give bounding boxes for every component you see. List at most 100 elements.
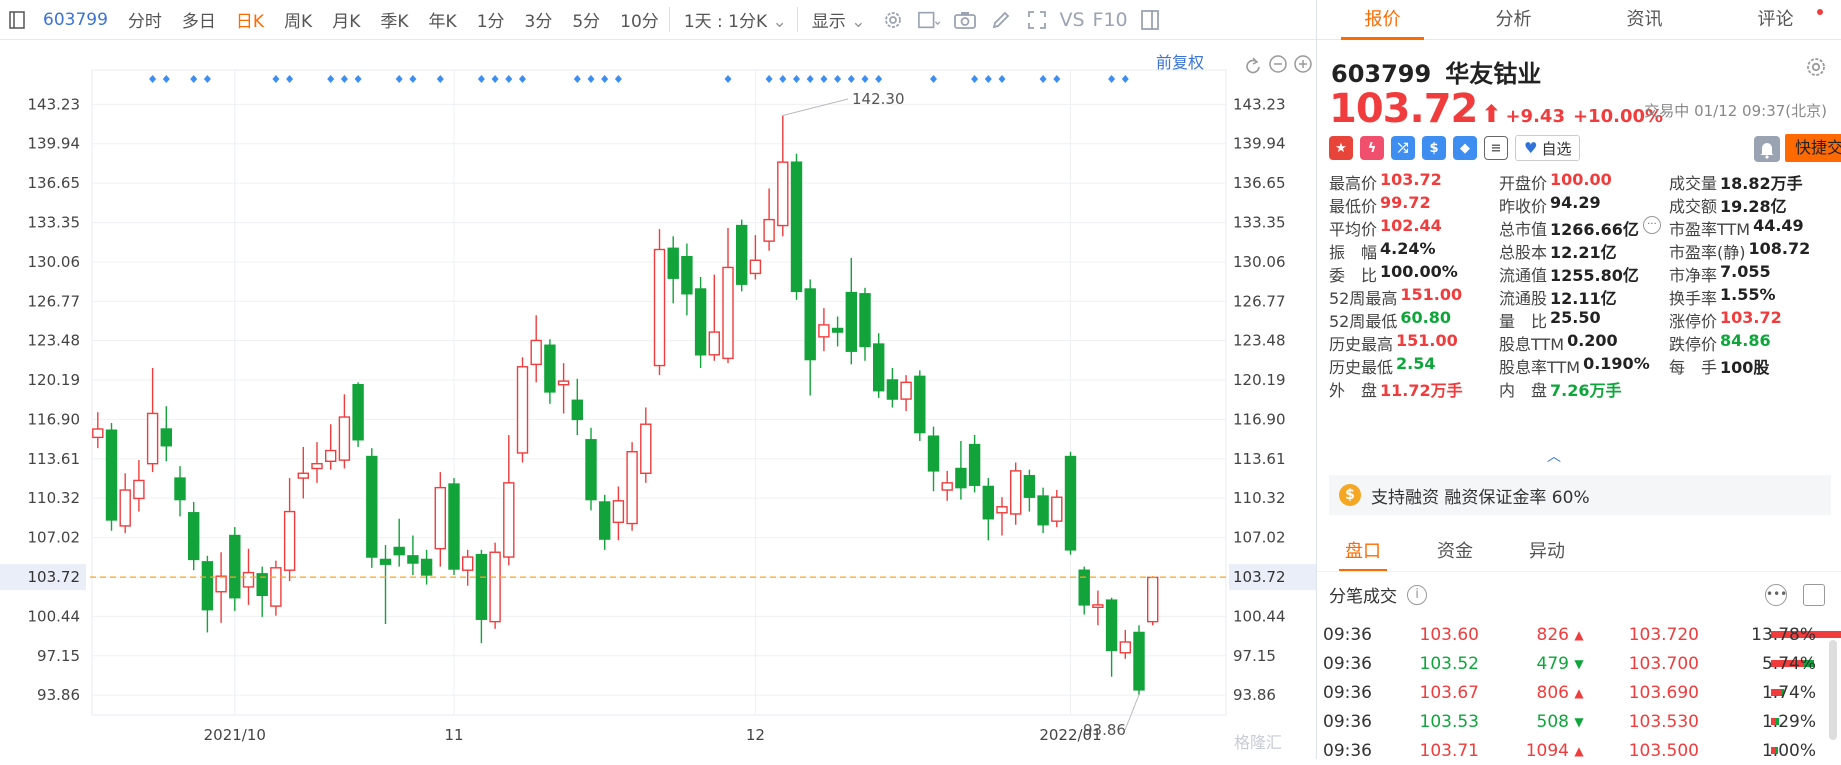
candle-body[interactable] [982,485,994,520]
candle-body[interactable] [845,291,857,352]
candle-body[interactable] [187,512,200,561]
candle-body[interactable] [804,288,816,361]
orderbook-tab[interactable]: 资金 [1437,541,1473,562]
candle-body[interactable] [681,255,693,295]
candle-body[interactable] [736,224,748,285]
candle-body[interactable] [475,553,488,620]
fullscreen-icon[interactable] [1026,9,1048,31]
candle-body[interactable] [270,567,282,607]
bookmark-icon[interactable]: ≡ [1484,136,1508,160]
candle-body[interactable] [790,161,803,293]
f10-button[interactable]: F10 [1092,8,1128,31]
candle-body[interactable] [92,428,104,439]
candle-body[interactable] [1105,599,1118,652]
candle-body[interactable] [215,575,227,593]
shuffle-icon[interactable]: ⤮ [1391,136,1415,160]
period-tab[interactable]: 年K [428,12,457,32]
info-icon[interactable]: i [1407,584,1427,605]
camera-icon[interactable] [954,9,977,31]
period-tab[interactable]: 日K [235,12,265,32]
interval-select[interactable]: 1天 : 1分K ⌄ [668,7,797,32]
candle-body[interactable] [941,482,953,491]
dollar-icon[interactable]: $ [1422,136,1446,160]
candle-body[interactable] [434,486,446,550]
popout-window-icon[interactable] [1803,584,1825,606]
candle-body[interactable] [352,384,364,441]
candle-body[interactable] [818,324,830,338]
more-options-icon[interactable]: ••• [1765,584,1787,606]
candle-body[interactable] [599,501,611,540]
candle-body[interactable] [393,546,405,556]
candle-body[interactable] [448,483,460,570]
candle-body[interactable] [722,266,734,360]
candle-body[interactable] [626,451,638,525]
tick-list-scrollbar[interactable] [1829,640,1837,740]
candle-body[interactable] [544,344,556,393]
candle-body[interactable] [667,247,679,279]
candle-body[interactable] [256,573,268,597]
candle-body[interactable] [105,429,118,521]
orderbook-tab[interactable]: 异动 [1529,541,1565,562]
period-tab[interactable]: 多日 [181,12,216,32]
tag-icon[interactable]: ◆ [1453,136,1477,160]
candle-body[interactable] [831,327,844,333]
candle-body[interactable] [1023,474,1036,498]
candle-body[interactable] [1078,569,1090,606]
candle-body[interactable] [530,339,542,366]
flash-icon[interactable]: ϟ [1360,136,1384,160]
candle-body[interactable] [201,561,214,611]
candle-body[interactable] [379,558,392,565]
candle-body[interactable] [900,381,912,400]
candle-body[interactable] [996,506,1008,514]
period-tab[interactable]: 季K [380,12,409,32]
candle-body[interactable] [1037,495,1049,526]
candle-body[interactable] [489,551,501,623]
candle-body[interactable] [886,379,899,400]
more-info-icon[interactable]: ··· [1642,215,1661,234]
add-watchlist-button[interactable]: ♥ 自选 [1515,135,1581,161]
settings-gear-icon[interactable] [1805,56,1827,78]
china-flag-icon[interactable]: ★ [1329,136,1353,160]
candle-body[interactable] [325,449,337,463]
quote-tab[interactable]: 分析 [1448,0,1579,39]
candle-body[interactable] [694,288,707,356]
kline-chart[interactable]: 143.23 139.94 136.65 133.35 130.06 126.77 123.… [0,40,1316,759]
candle-body[interactable] [1133,631,1145,691]
collapse-chevron-icon[interactable]: ︿ [1547,449,1561,465]
candle-body[interactable] [927,435,940,472]
period-tab[interactable]: 5分 [572,12,601,32]
candle-body[interactable] [873,343,885,392]
candle-body[interactable] [420,558,433,576]
candle-body[interactable] [283,510,296,571]
candle-body[interactable] [1064,455,1077,551]
candle-body[interactable] [133,479,145,500]
candle-body[interactable] [338,416,351,461]
checkbox-square-icon[interactable] [918,9,941,31]
candle-body[interactable] [311,463,323,470]
restore-adjust-label[interactable]: 前复权 [1156,53,1204,72]
orderbook-tab[interactable]: 盘口 [1317,532,1409,571]
candle-body[interactable] [653,248,666,367]
candle-body[interactable] [749,259,762,275]
candle-body[interactable] [516,366,529,454]
undo-icon[interactable] [1246,57,1260,74]
kline-chart-area[interactable]: 143.23 139.94 136.65 133.35 130.06 126.77 123.… [0,40,1316,759]
bell-icon[interactable] [1754,136,1780,162]
candle-body[interactable] [503,482,515,558]
period-tab[interactable]: 10分 [620,12,659,32]
candle-body[interactable] [585,439,597,501]
candle-body[interactable] [119,489,131,527]
candle-body[interactable] [968,443,981,486]
candle-body[interactable] [763,218,775,242]
candle-body[interactable] [462,556,474,571]
candle-body[interactable] [557,380,570,386]
candle-body[interactable] [407,555,419,564]
candle-body[interactable] [242,571,255,588]
candle-body[interactable] [146,412,159,465]
candle-body[interactable] [640,423,652,474]
sidebar-collapse-icon[interactable] [1139,9,1161,31]
candle-body[interactable] [229,534,241,599]
candle-body[interactable] [160,428,173,447]
period-tab[interactable]: 周K [284,12,313,32]
zoom-in-icon[interactable] [1294,55,1312,73]
